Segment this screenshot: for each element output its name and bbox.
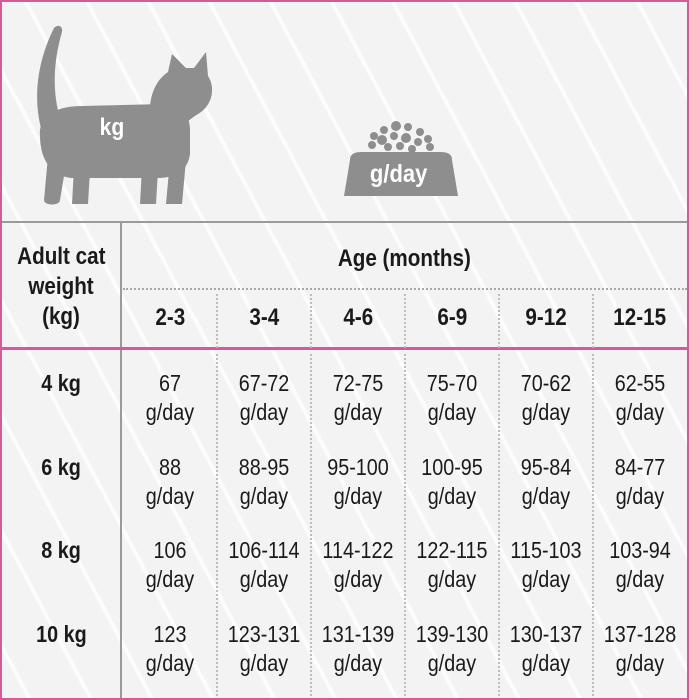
weight-header-line: Adult cat xyxy=(16,243,106,270)
row-weight-label: 10 kg xyxy=(35,621,87,647)
age-column-header: 6-9 xyxy=(437,304,467,331)
column-divider xyxy=(498,354,500,698)
table-cell: 139-130 g/day xyxy=(415,621,489,676)
table-cell: 130-137 g/day xyxy=(509,621,583,676)
weight-column-header: Adult cat weight (kg) xyxy=(2,242,120,332)
table-cell: 123-131 g/day xyxy=(227,621,301,676)
table-cell: 72-75 g/day xyxy=(332,370,384,425)
weight-header-line: weight xyxy=(28,273,94,300)
icon-header: kg g/day xyxy=(2,2,687,221)
table-cell: 88 g/day xyxy=(145,454,195,509)
age-column-header: 12-15 xyxy=(613,304,667,331)
age-header: Age (months) xyxy=(337,245,472,272)
header-divider xyxy=(2,347,687,350)
age-column-header: 9-12 xyxy=(525,304,567,331)
table-cell: 88-95 g/day xyxy=(238,454,290,509)
table-cell: 131-139 g/day xyxy=(321,621,395,676)
age-header-divider xyxy=(123,288,687,290)
table-cell: 123 g/day xyxy=(145,621,195,676)
table-cell: 122-115 g/day xyxy=(416,537,488,592)
age-column-header: 3-4 xyxy=(249,304,279,331)
table-cell: 95-100 g/day xyxy=(327,454,389,509)
table-cell: 103-94 g/day xyxy=(609,537,671,592)
table-cell: 67 g/day xyxy=(145,370,195,425)
column-divider xyxy=(216,354,218,698)
table-cell: 70-62 g/day xyxy=(520,370,572,425)
cat-icon-label: kg xyxy=(99,114,125,141)
table-cell: 106 g/day xyxy=(145,537,195,592)
row-weight-label: 4 kg xyxy=(41,370,81,396)
table-cell: 62-55 g/day xyxy=(614,370,666,425)
table-cell: 84-77 g/day xyxy=(614,454,666,509)
table-cell: 106-114 g/day xyxy=(228,537,300,592)
row-weight-label: 8 kg xyxy=(41,537,81,563)
table-top-border xyxy=(2,221,687,223)
table-cell: 95-84 g/day xyxy=(520,454,572,509)
column-divider xyxy=(404,354,406,698)
age-column-header: 2-3 xyxy=(155,304,185,331)
table-cell: 137-128 g/day xyxy=(603,621,677,676)
table-cell: 100-95 g/day xyxy=(421,454,483,509)
weight-header-line: (kg) xyxy=(42,303,80,330)
column-divider xyxy=(592,294,594,348)
food-bowl-icon xyxy=(344,121,458,196)
bowl-icon-label: g/day xyxy=(369,160,428,188)
weight-column-divider xyxy=(120,223,122,698)
table-cell: 67-72 g/day xyxy=(238,370,290,425)
age-column-header: 4-6 xyxy=(343,304,373,331)
row-weight-label: 6 kg xyxy=(41,454,81,480)
column-divider xyxy=(498,294,500,348)
table-cell: 115-103 g/day xyxy=(510,537,582,592)
column-divider xyxy=(592,354,594,698)
column-divider xyxy=(310,354,312,698)
cat-silhouette-icon xyxy=(37,25,213,205)
column-divider xyxy=(404,294,406,348)
table-cell: 75-70 g/day xyxy=(426,370,478,425)
table-cell: 114-122 g/day xyxy=(322,537,394,592)
column-divider xyxy=(216,294,218,348)
column-divider xyxy=(310,294,312,348)
